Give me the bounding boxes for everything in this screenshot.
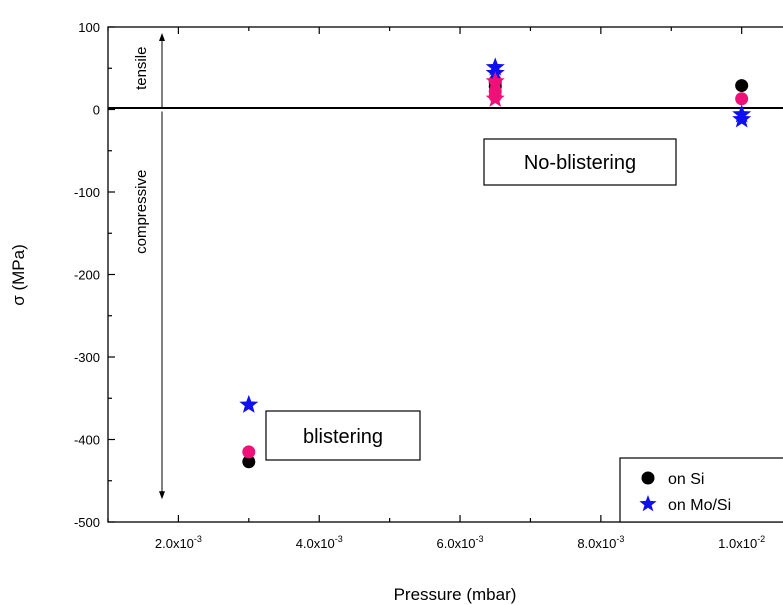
no-blistering-label: No-blistering [524, 152, 636, 174]
data-point-circle [242, 445, 256, 459]
data-points [239, 57, 752, 469]
data-point-star [239, 394, 259, 413]
legend-label: on Si [668, 471, 704, 488]
y-tick-label: 0 [93, 103, 100, 118]
x-tick-label: 2.0x10-3 [155, 534, 202, 551]
blistering-label: blistering [303, 426, 383, 448]
annotations: tensile compressive No-blistering blisterin… [133, 33, 677, 500]
x-tick-label: 8.0x10-3 [577, 534, 624, 551]
y-axis-title: σ (MPa) [9, 244, 28, 306]
data-point-circle [735, 92, 749, 106]
data-point-circle [242, 455, 256, 469]
x-axis-title: Pressure (mbar) [394, 585, 517, 604]
data-point-star [732, 109, 752, 128]
legend-box [619, 457, 783, 523]
y-tick-label: 100 [78, 20, 100, 35]
y-tick-label: -400 [74, 433, 100, 448]
tensile-label: tensile [133, 47, 150, 90]
x-tick-label: 1.0x10-2 [718, 534, 765, 551]
y-tick-label: -200 [74, 268, 100, 283]
compressive-arrow-head [159, 491, 165, 500]
y-tick-label: -300 [74, 350, 100, 365]
x-tick-label: 6.0x10-3 [437, 534, 484, 551]
legend: on Si on Mo/Si [619, 457, 783, 523]
axis-ticks: 100 0 -100 -200 -300 -400 -500 2.0x10-3 4.0x10-3… [74, 20, 765, 551]
plot-frame [107, 26, 783, 523]
data-point-circle [735, 79, 749, 93]
legend-marker-star [639, 495, 657, 512]
y-tick-label: -500 [74, 515, 100, 530]
compressive-label: compressive [133, 170, 150, 254]
legend-label: on Mo/Si [668, 497, 731, 514]
tensile-arrow-head [159, 33, 165, 41]
data-point-star [485, 88, 505, 107]
blistering-box [265, 410, 421, 461]
x-tick-label: 4.0x10-3 [296, 534, 343, 551]
data-point-star [485, 71, 505, 90]
no-blistering-box [483, 138, 677, 186]
y-tick-label: -100 [74, 185, 100, 200]
legend-marker-circle [641, 471, 655, 485]
